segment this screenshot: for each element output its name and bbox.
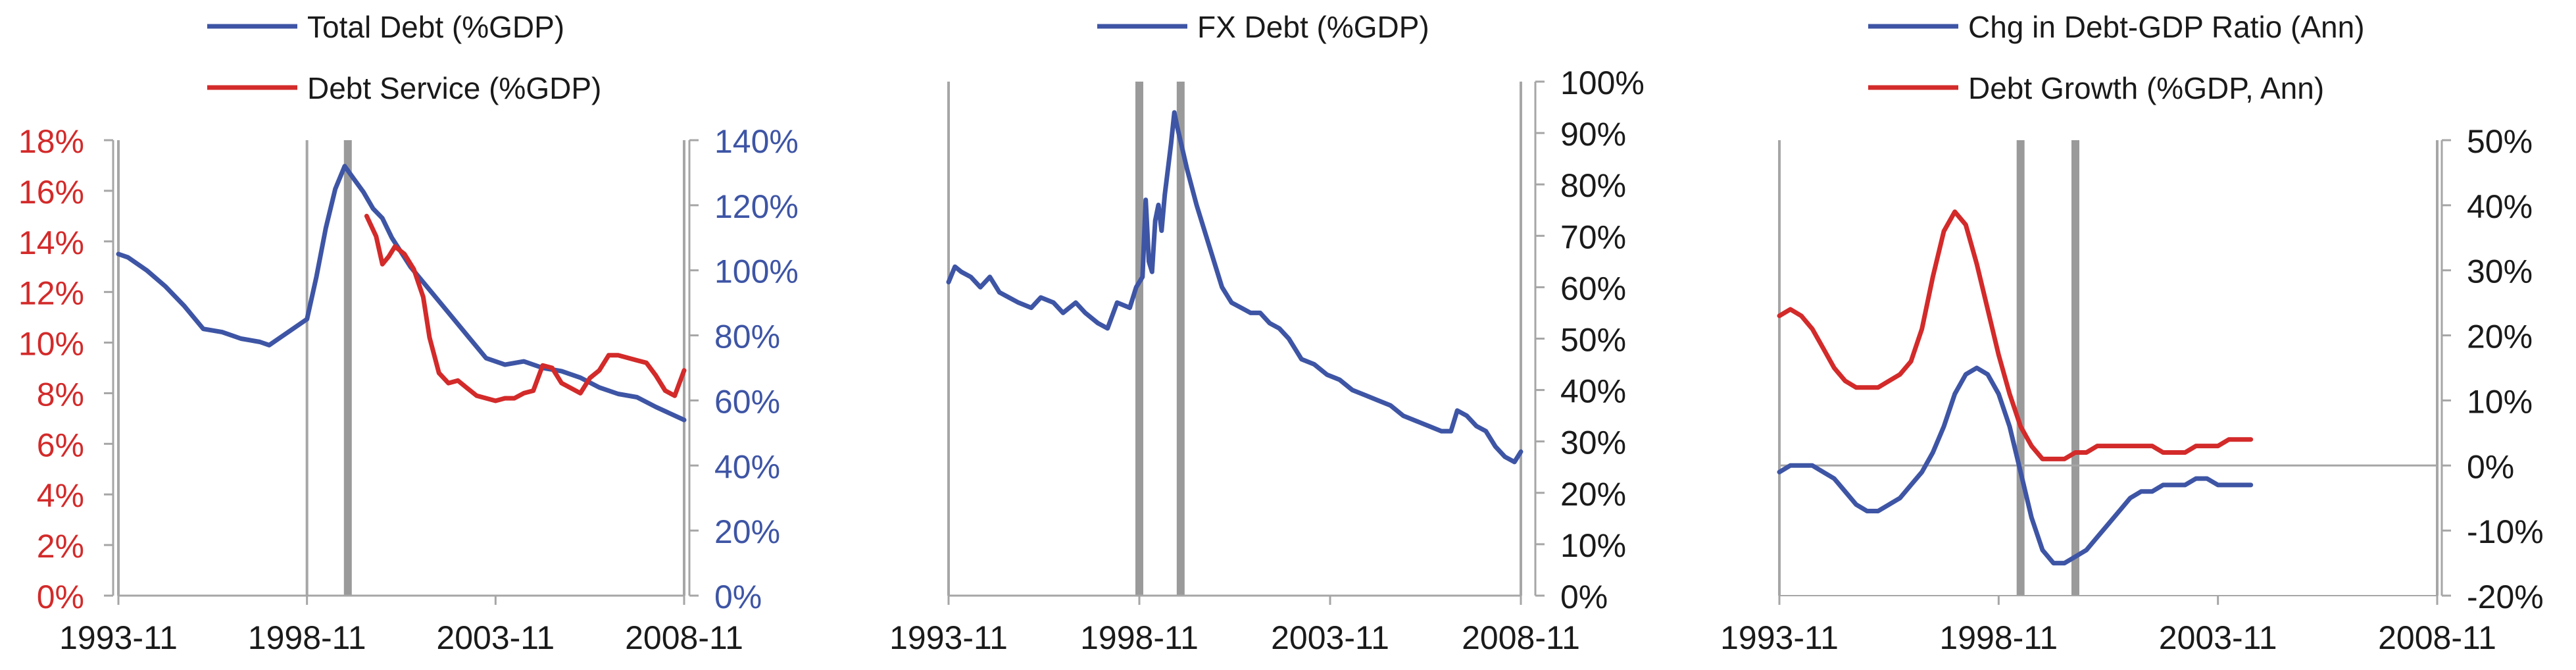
right-axis-tick-label: 20% <box>1560 476 1626 513</box>
chart-panel-1: 0% 20% 40% 60% 80% 100% 120% 140% 0% 2% 4% 6% 8% 10% 1… <box>18 10 799 656</box>
left-axis-tick-label: 0% <box>37 579 84 615</box>
right-axis-tick-label: 80% <box>1560 167 1626 204</box>
series-line-2 <box>1777 209 2254 461</box>
x-axis-tick-label: 1993-11 <box>889 619 1008 656</box>
series-line-1 <box>1777 365 2254 566</box>
x-axis-tick-label: 2003-11 <box>436 619 555 656</box>
left-axis-tick-label: 8% <box>37 376 84 413</box>
chart-panel-3: -20% -10% 0% 10% 20% 30% 40% 50% 1993-11 1998-11 2… <box>1720 10 2544 656</box>
series-line-1 <box>116 164 687 423</box>
legend-label: Debt Service (%GDP) <box>307 71 601 105</box>
chart-panel-2: 0% 10% 20% 30% 40% 50% 60% 70% 80% 90% 100% 1993-11… <box>889 10 1645 656</box>
right-axis-tick-label: -10% <box>2467 513 2544 550</box>
right-axis-tick-label: 40% <box>714 448 780 485</box>
left-axis-tick-label: 18% <box>18 123 84 160</box>
right-axis-tick-label: 0% <box>2467 448 2514 485</box>
x-axis-tick-label: 2008-11 <box>2378 619 2496 656</box>
right-axis-tick-label: 100% <box>714 253 799 290</box>
left-axis-tick-label: 12% <box>18 275 84 312</box>
right-axis-tick-label: 0% <box>1560 579 1608 615</box>
right-axis-tick-label: 10% <box>1560 527 1626 564</box>
right-axis-tick-label: 50% <box>2467 123 2533 160</box>
x-axis-tick-label: 2003-11 <box>2159 619 2277 656</box>
x-axis-tick-label: 2008-11 <box>1462 619 1580 656</box>
x-axis-tick-label: 1993-11 <box>1720 619 1839 656</box>
right-axis-tick-label: 40% <box>2467 188 2533 225</box>
right-axis-tick-label: 50% <box>1560 322 1626 359</box>
right-axis-tick-label: 60% <box>1560 270 1626 307</box>
x-axis-tick-label: 2008-11 <box>625 619 743 656</box>
legend-label: FX Debt (%GDP) <box>1197 10 1429 44</box>
right-axis-tick-label: 0% <box>714 579 762 615</box>
right-axis-tick-label: 70% <box>1560 219 1626 255</box>
right-axis-tick-label: 60% <box>714 383 780 420</box>
legend-label: Total Debt (%GDP) <box>307 10 564 44</box>
left-axis-tick-label: 10% <box>18 326 84 363</box>
right-axis-tick-label: 120% <box>714 188 799 225</box>
x-axis-tick-label: 1998-11 <box>1080 619 1199 656</box>
x-axis-tick-label: 1998-11 <box>1939 619 2058 656</box>
right-axis-tick-label: 40% <box>1560 373 1626 410</box>
right-axis-tick-label: 30% <box>1560 425 1626 461</box>
left-axis-tick-label: 14% <box>18 224 84 261</box>
left-axis-tick-label: 16% <box>18 174 84 211</box>
series-line-2 <box>364 213 687 403</box>
right-axis-tick-label: 20% <box>714 513 780 550</box>
right-axis-tick-label: 10% <box>2467 383 2533 420</box>
right-axis-tick-label: 100% <box>1560 64 1645 101</box>
left-axis-tick-label: 4% <box>37 477 84 514</box>
right-axis-tick-label: -20% <box>2467 579 2544 615</box>
x-axis-tick-label: 1998-11 <box>248 619 366 656</box>
left-axis-tick-label: 2% <box>37 528 84 565</box>
right-axis-tick-label: 20% <box>2467 319 2533 355</box>
right-axis-tick-label: 80% <box>714 319 780 355</box>
right-axis-tick-label: 90% <box>1560 116 1626 153</box>
left-axis-tick-label: 6% <box>37 426 84 463</box>
right-axis-tick-label: 140% <box>714 123 799 160</box>
right-axis-tick-label: 30% <box>2467 253 2533 290</box>
legend-label: Debt Growth (%GDP, Ann) <box>1968 71 2324 105</box>
series-line-1 <box>946 110 1523 465</box>
x-axis-tick-label: 1993-11 <box>59 619 178 656</box>
legend-label: Chg in Debt-GDP Ratio (Ann) <box>1968 10 2365 44</box>
x-axis-tick-label: 2003-11 <box>1271 619 1389 656</box>
